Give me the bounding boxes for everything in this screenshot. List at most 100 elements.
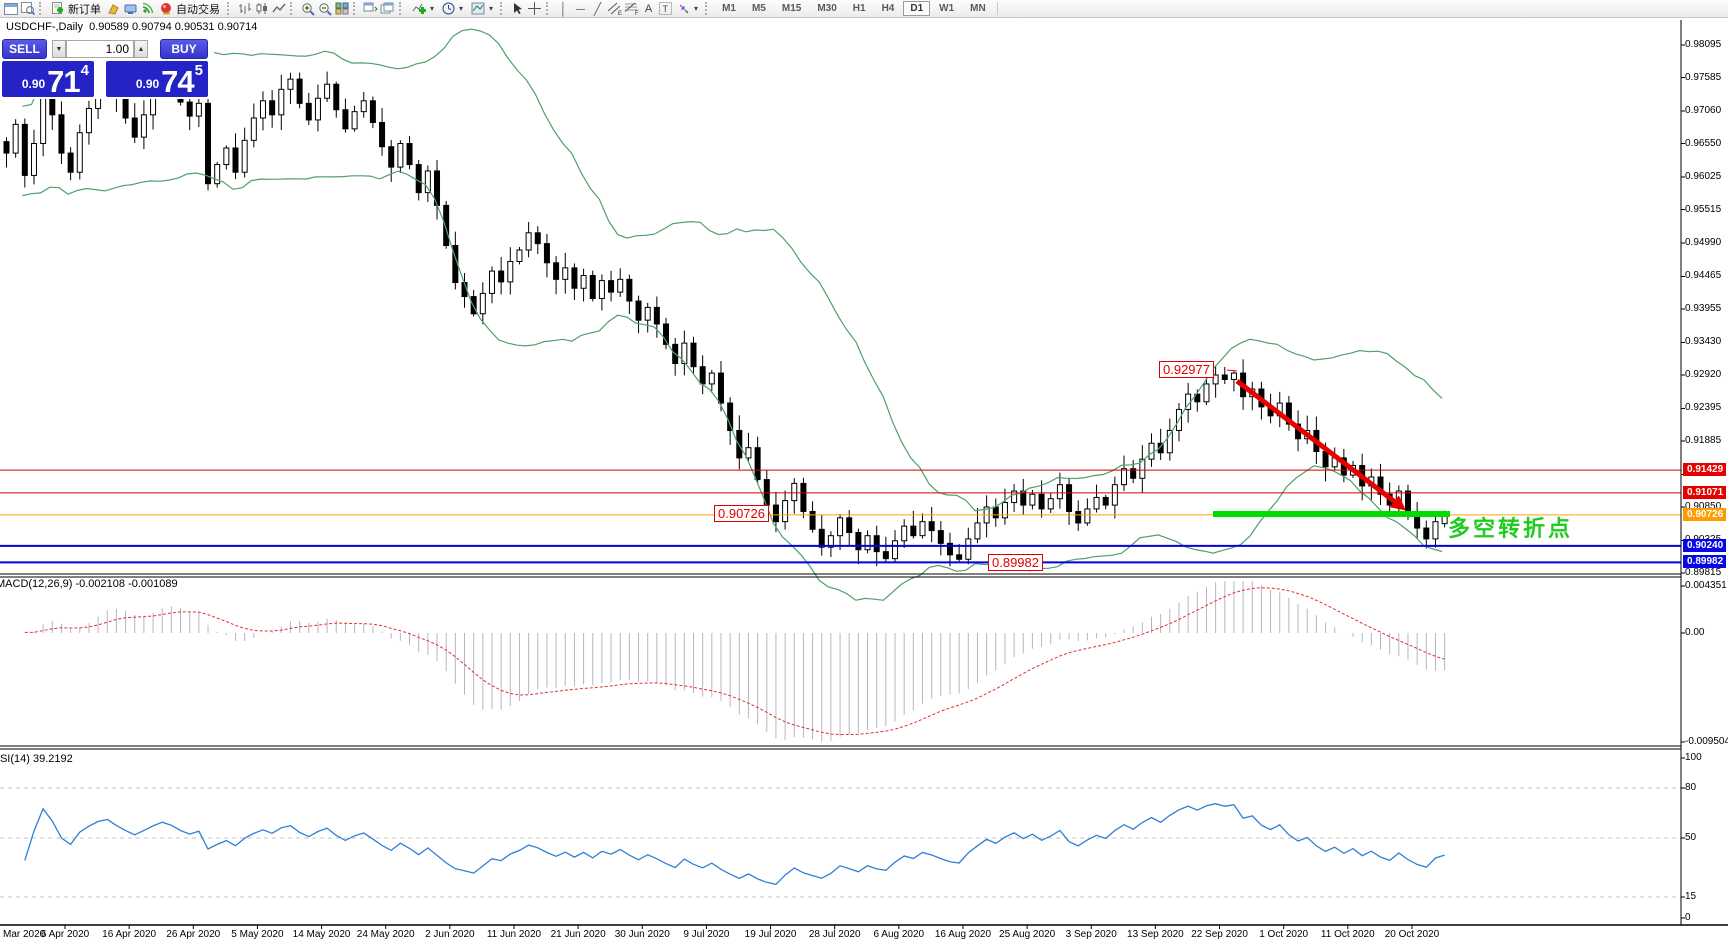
chart-window-icon[interactable] bbox=[2, 1, 19, 17]
chart-preview-icon[interactable] bbox=[19, 1, 36, 17]
chart-title: USDCHF-,Daily 0.90589 0.90794 0.90531 0.… bbox=[6, 21, 258, 33]
turning-point-note[interactable]: 多空转折点 bbox=[1448, 516, 1574, 541]
toolbar-grip bbox=[705, 2, 711, 15]
toolbar-grip bbox=[500, 2, 506, 15]
history-center-icon[interactable] bbox=[105, 1, 122, 17]
arrows-tool-icon bbox=[679, 4, 689, 13]
vertical-line-tool-icon[interactable]: │ bbox=[559, 1, 568, 16]
new-order-icon bbox=[52, 2, 63, 14]
chevron-down-icon: ▾ bbox=[430, 4, 435, 13]
market-icon[interactable] bbox=[122, 1, 139, 17]
trend-arrow-line[interactable] bbox=[1235, 379, 1401, 507]
tf-m5[interactable]: M5 bbox=[751, 3, 766, 14]
tf-mn[interactable]: MN bbox=[970, 3, 986, 14]
level-lines[interactable] bbox=[0, 469, 1681, 564]
template-icon bbox=[471, 2, 485, 15]
new-order-label: 新订单 bbox=[68, 3, 101, 16]
toolbar-grip bbox=[290, 2, 296, 15]
autotrade-button[interactable]: 自动交易 bbox=[156, 1, 224, 17]
cascade-windows-icon[interactable] bbox=[379, 1, 396, 17]
ohlc-open: 0.90589 bbox=[89, 21, 129, 33]
volume-increase-button[interactable]: ▲ bbox=[134, 40, 148, 58]
text-label-tool-icon[interactable]: T bbox=[657, 1, 674, 17]
tf-m30[interactable]: M30 bbox=[817, 3, 837, 14]
bollinger-upper bbox=[22, 28, 1443, 512]
period-button[interactable]: ▾ bbox=[438, 1, 467, 17]
macd-signal-line bbox=[24, 587, 1445, 736]
bollinger-bands bbox=[22, 28, 1443, 601]
trend-arrow-head bbox=[1389, 495, 1407, 511]
line-chart-type-icon[interactable] bbox=[270, 1, 287, 17]
new-order-button[interactable]: 新订单 bbox=[48, 1, 105, 17]
green-support-segment[interactable] bbox=[1213, 511, 1450, 517]
toolbar-grip bbox=[353, 2, 359, 15]
toolbar-grip bbox=[399, 2, 405, 15]
svg-text:E: E bbox=[618, 11, 622, 15]
bollinger-lower bbox=[22, 170, 1443, 601]
volume-decrease-button[interactable]: ▼ bbox=[52, 40, 66, 58]
sell-button[interactable]: SELL bbox=[2, 39, 47, 59]
toolbar: 新订单 自动交易 ▾ ▾ bbox=[0, 0, 1728, 18]
candles-layer[interactable] bbox=[3, 58, 1448, 567]
trendline-tool-icon[interactable]: ╱ bbox=[593, 1, 602, 16]
sell-price-panel[interactable]: 0.90 71 4 bbox=[2, 61, 94, 97]
sell-price-pref: 0.90 bbox=[21, 77, 46, 91]
ohlc-high: 0.90794 bbox=[131, 21, 172, 33]
buy-price-pref: 0.90 bbox=[135, 77, 160, 91]
volume-input[interactable] bbox=[66, 40, 134, 58]
arrange-windows-icon[interactable] bbox=[362, 1, 379, 17]
candlestick-type-icon[interactable] bbox=[253, 1, 270, 17]
zoom-out-icon[interactable] bbox=[316, 1, 333, 17]
peak-label-connector bbox=[1226, 369, 1238, 372]
buy-price-pip: 5 bbox=[194, 62, 203, 79]
arrows-tool-button[interactable]: ▾ bbox=[674, 1, 702, 17]
fibonacci-tool-icon[interactable]: F bbox=[623, 1, 640, 17]
cursor-tool-icon[interactable] bbox=[509, 1, 526, 17]
crosshair-tool-icon[interactable] bbox=[526, 1, 543, 17]
autotrade-label: 自动交易 bbox=[176, 3, 220, 16]
tf-m1[interactable]: M1 bbox=[722, 3, 736, 14]
chevron-down-icon: ▾ bbox=[694, 4, 699, 13]
tf-h4[interactable]: H4 bbox=[881, 3, 895, 14]
rsi-line bbox=[24, 803, 1445, 886]
toolbar-grip bbox=[546, 2, 552, 15]
autotrade-icon bbox=[161, 3, 171, 15]
toolbar-grip bbox=[39, 2, 45, 15]
ohlc-close: 0.90714 bbox=[217, 21, 258, 33]
tf-w1[interactable]: W1 bbox=[939, 3, 955, 14]
toolbar-separator bbox=[996, 2, 998, 15]
signals-icon[interactable] bbox=[139, 1, 156, 17]
add-indicator-button[interactable]: ▾ bbox=[408, 1, 438, 17]
svg-text:T: T bbox=[663, 4, 669, 14]
tile-windows-icon[interactable] bbox=[333, 1, 350, 17]
support-price-label[interactable]: 0.90726 bbox=[714, 505, 769, 522]
horizontal-line-tool-icon[interactable]: ─ bbox=[576, 1, 585, 16]
buy-price-panel[interactable]: 0.90 74 5 bbox=[106, 61, 208, 97]
annotations-layer[interactable] bbox=[1213, 369, 1450, 517]
sell-price-pip: 4 bbox=[80, 62, 89, 79]
rsi-indicator-label: RSI(14) 39.2192 bbox=[0, 753, 73, 765]
template-button[interactable]: ▾ bbox=[467, 1, 497, 17]
clock-icon bbox=[442, 2, 455, 15]
zoom-in-icon[interactable] bbox=[299, 1, 316, 17]
toolbar-grip bbox=[227, 2, 233, 15]
peak-price-label[interactable]: 0.92977 bbox=[1159, 361, 1214, 378]
chevron-down-icon: ▾ bbox=[459, 4, 464, 13]
low-price-label[interactable]: 0.89982 bbox=[988, 554, 1043, 571]
sell-price-big: 71 bbox=[47, 64, 80, 99]
add-indicator-icon bbox=[412, 3, 426, 14]
macd-layer bbox=[24, 581, 1446, 742]
tf-m15[interactable]: M15 bbox=[781, 3, 802, 14]
text-tool-icon[interactable]: A bbox=[644, 2, 653, 15]
chevron-down-icon: ▾ bbox=[489, 4, 494, 13]
tf-d1[interactable]: D1 bbox=[903, 1, 931, 16]
svg-text:F: F bbox=[635, 11, 639, 15]
buy-button[interactable]: BUY bbox=[160, 39, 208, 59]
equidistant-channel-tool-icon[interactable]: E bbox=[606, 1, 623, 17]
tf-h1[interactable]: H1 bbox=[852, 3, 866, 14]
bar-chart-type-icon[interactable] bbox=[236, 1, 253, 17]
panel-borders bbox=[0, 20, 1728, 929]
rsi-layer bbox=[0, 787, 1681, 898]
